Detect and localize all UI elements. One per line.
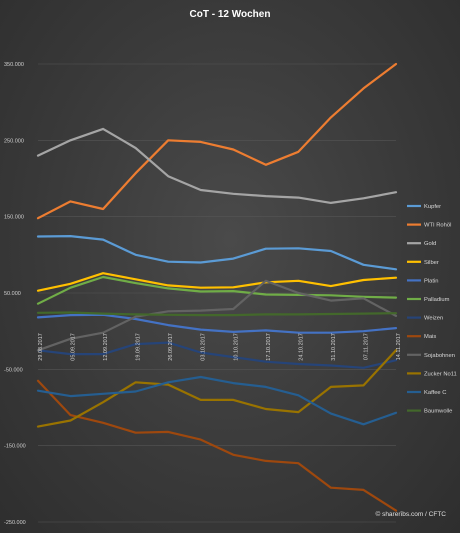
legend-entry: Kupfer xyxy=(424,204,441,210)
series-line-sojabohnen xyxy=(36,279,398,352)
x-tick-label: 19.09.2017 xyxy=(136,333,142,361)
legend-entry: Platin xyxy=(424,278,439,284)
y-tick-label: -250.000 xyxy=(4,520,26,526)
legend-entry: Kaffee C xyxy=(424,390,446,396)
series-line-mais xyxy=(36,379,398,512)
y-tick-label: 150.000 xyxy=(4,215,24,221)
x-tick-label: 17.10.2017 xyxy=(266,333,272,361)
legend-entry: WTI Rohöl xyxy=(424,223,451,229)
series-line-weizen xyxy=(36,341,398,369)
x-tick-label: 12.09.2017 xyxy=(103,333,109,361)
legend-entry: Zucker No11 xyxy=(424,371,457,377)
x-tick-label: 03.10.2017 xyxy=(201,333,207,361)
series-lines xyxy=(36,62,398,512)
legend-entry: Mais xyxy=(424,334,436,340)
series-line-palladium xyxy=(36,275,398,305)
gridlines xyxy=(38,63,396,523)
series-line-platin xyxy=(36,313,398,334)
x-tick-label: 10.10.2017 xyxy=(233,333,239,361)
y-tick-label: -50.000 xyxy=(4,367,23,373)
x-tick-label: 07.11.2017 xyxy=(363,333,369,360)
legend-entry: Palladium xyxy=(424,297,450,303)
series-line-wti-roh-l xyxy=(36,62,398,220)
series-line-baumwolle xyxy=(36,311,398,317)
y-tick-label: 350.000 xyxy=(4,62,24,68)
legend-entry: Gold xyxy=(424,241,436,247)
legend-entry: Sojabohnen xyxy=(424,353,455,359)
y-tick-label: 50.000 xyxy=(4,291,21,297)
legend-entry: Weizen xyxy=(424,316,443,322)
legend-entry: Silber xyxy=(424,260,439,266)
series-line-zucker-no11 xyxy=(36,349,398,428)
source-credit: © sharerībs.com / CFTC xyxy=(375,510,446,518)
legend-entry: Baumwolle xyxy=(424,409,452,415)
chart-title: CoT - 12 Wochen xyxy=(190,9,271,20)
series-line-gold xyxy=(36,127,398,204)
series-line-kupfer xyxy=(36,235,398,271)
x-tick-label: 14.11.2017 xyxy=(396,333,402,360)
x-tick-label: 24.10.2017 xyxy=(298,333,304,361)
y-tick-label: 250.000 xyxy=(4,138,24,144)
y-tick-label: -150.000 xyxy=(4,444,26,450)
x-tick-label: 31.10.2017 xyxy=(331,333,337,361)
y-axis-ticks: 350.000 250.000 150.000 50.000 -50.000 -150.0… xyxy=(4,62,26,526)
series-line-silber xyxy=(36,272,398,292)
series-line-kaffee-c xyxy=(36,375,398,426)
x-axis-ticks: 29.08.2017 05.09.2017 12.09.2017 19.09.2017… xyxy=(38,333,402,361)
x-tick-label: 26.09.2017 xyxy=(168,333,174,361)
x-tick-label: 05.09.2017 xyxy=(71,333,77,361)
legend: Kupfer WTI Rohöl Gold Silber Platin Palladium… xyxy=(407,204,457,415)
x-tick-label: 29.08.2017 xyxy=(38,333,44,361)
